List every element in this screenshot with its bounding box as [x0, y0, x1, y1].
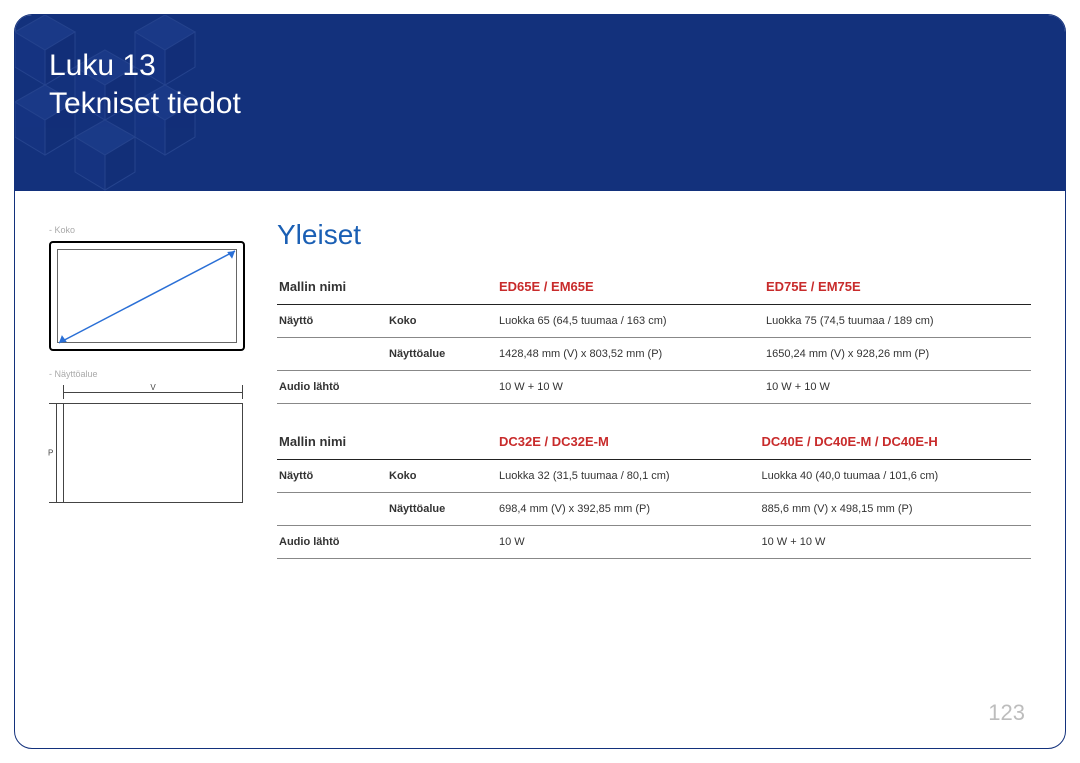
dimension-h: V	[63, 385, 243, 399]
t2-b-1: 885,6 mm (V) x 498,15 mm (P)	[760, 493, 1032, 526]
t1-sub-2	[387, 371, 497, 404]
chapter-heading: Luku 13 Tekniset tiedot	[49, 47, 1065, 122]
diagram-column: - Koko - Näyttöalue V P	[49, 219, 249, 581]
diagram-nayttoalue-label: - Näyttöalue	[49, 369, 249, 379]
t2-a-0: Luokka 32 (31,5 tuumaa / 80,1 cm)	[497, 460, 760, 493]
spec-content: Yleiset Mallin nimi ED65E / EM65E ED75E …	[277, 219, 1031, 581]
t1-cat-1	[277, 338, 387, 371]
t1-a-2: 10 W + 10 W	[497, 371, 764, 404]
t1-header-a: ED65E / EM65E	[497, 271, 764, 305]
main-content: - Koko - Näyttöalue V P	[15, 191, 1065, 581]
t2-sub-2	[387, 526, 497, 559]
t1-cat-0: Näyttö	[277, 305, 387, 338]
table-row: Näyttöalue 1428,48 mm (V) x 803,52 mm (P…	[277, 338, 1031, 371]
t2-sub-1: Näyttöalue	[387, 493, 497, 526]
t1-sub-0: Koko	[387, 305, 497, 338]
t1-cat-2: Audio lähtö	[277, 371, 387, 404]
table-row: Audio lähtö 10 W 10 W + 10 W	[277, 526, 1031, 559]
page-number: 123	[988, 700, 1025, 726]
t2-cat-0: Näyttö	[277, 460, 387, 493]
t2-sub-0: Koko	[387, 460, 497, 493]
chapter-label: Luku 13	[49, 49, 156, 82]
spec-table-2: Mallin nimi DC32E / DC32E-M DC40E / DC40…	[277, 426, 1031, 559]
table-row: Näyttöalue 698,4 mm (V) x 392,85 mm (P) …	[277, 493, 1031, 526]
t2-header-b: DC40E / DC40E-M / DC40E-H	[760, 426, 1032, 460]
table-row: Näyttö Koko Luokka 32 (31,5 tuumaa / 80,…	[277, 460, 1031, 493]
table-row: Audio lähtö 10 W + 10 W 10 W + 10 W	[277, 371, 1031, 404]
spec-table-1: Mallin nimi ED65E / EM65E ED75E / EM75E …	[277, 271, 1031, 404]
dimension-h-label: V	[148, 383, 157, 392]
dimension-v-label: P	[48, 447, 53, 460]
t1-sub-1: Näyttöalue	[387, 338, 497, 371]
dimension-v: P	[49, 403, 63, 503]
t2-header-a: DC32E / DC32E-M	[497, 426, 760, 460]
diagram-koko-label: - Koko	[49, 225, 249, 235]
t1-header-b: ED75E / EM75E	[764, 271, 1031, 305]
t1-b-2: 10 W + 10 W	[764, 371, 1031, 404]
diagram-displayarea: V P	[49, 385, 245, 505]
t2-b-0: Luokka 40 (40,0 tuumaa / 101,6 cm)	[760, 460, 1032, 493]
t1-b-1: 1650,24 mm (V) x 928,26 mm (P)	[764, 338, 1031, 371]
t1-a-1: 1428,48 mm (V) x 803,52 mm (P)	[497, 338, 764, 371]
t2-header-mallin: Mallin nimi	[277, 426, 497, 460]
t1-b-0: Luokka 75 (74,5 tuumaa / 189 cm)	[764, 305, 1031, 338]
t1-header-mallin: Mallin nimi	[277, 271, 497, 305]
t2-cat-1	[277, 493, 387, 526]
t2-a-1: 698,4 mm (V) x 392,85 mm (P)	[497, 493, 760, 526]
page-frame: Luku 13 Tekniset tiedot - Koko - Näyttöa…	[14, 14, 1066, 749]
chapter-title: Tekniset tiedot	[49, 87, 241, 120]
table-row: Näyttö Koko Luokka 65 (64,5 tuumaa / 163…	[277, 305, 1031, 338]
diagram-size-box	[49, 241, 245, 351]
section-title: Yleiset	[277, 219, 1031, 251]
t2-cat-2: Audio lähtö	[277, 526, 387, 559]
t1-a-0: Luokka 65 (64,5 tuumaa / 163 cm)	[497, 305, 764, 338]
t2-a-2: 10 W	[497, 526, 760, 559]
diagonal-arrow-icon	[57, 249, 237, 345]
chapter-hero: Luku 13 Tekniset tiedot	[15, 15, 1065, 191]
t2-b-2: 10 W + 10 W	[760, 526, 1032, 559]
